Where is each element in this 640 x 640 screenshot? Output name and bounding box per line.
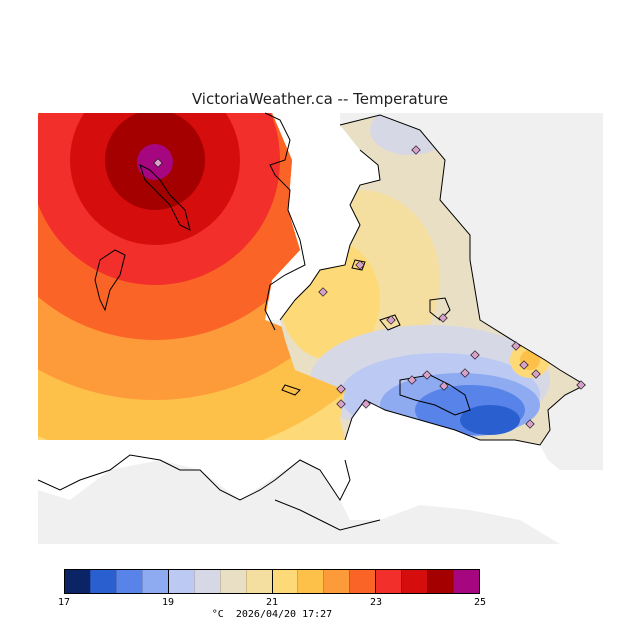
colorbar-swatch <box>219 570 246 593</box>
coastline-south <box>37 454 351 501</box>
colorbar-swatch <box>65 570 90 593</box>
colorbar-swatch <box>323 570 350 593</box>
map-title: VictoriaWeather.ca -- Temperature <box>191 90 449 108</box>
colorbar-swatch <box>375 570 402 593</box>
island-w <box>94 249 126 312</box>
colorbar-swatch <box>401 570 428 593</box>
colorbar-swatch <box>167 570 194 593</box>
colorbar-swatch <box>271 570 298 593</box>
colorbar-swatch <box>453 570 479 593</box>
caption: °C 2026/04/20 17:27 <box>0 609 544 620</box>
station-markers <box>153 145 586 429</box>
unit-label: °C <box>211 609 224 620</box>
colorbar-swatch <box>427 570 454 593</box>
colorbar-swatch <box>349 570 376 593</box>
islet-1 <box>281 384 301 396</box>
coastline-south2 <box>274 499 381 531</box>
colorbar-swatch <box>297 570 324 593</box>
islet-2 <box>429 297 451 321</box>
colorbar-swatch <box>193 570 220 593</box>
coastline-island <box>339 114 587 446</box>
colorbar-swatch <box>115 570 142 593</box>
tick-label: 19 <box>161 597 175 608</box>
colorbar-swatch <box>245 570 272 593</box>
islet-4 <box>351 259 366 271</box>
coastline-bay <box>264 112 306 331</box>
water-south <box>38 400 603 544</box>
water-east <box>470 180 603 390</box>
timestamp: 2026/04/20 17:27 <box>235 609 333 620</box>
harbour <box>399 374 471 416</box>
tick-label: 21 <box>265 597 279 608</box>
colorbar-swatch <box>89 570 116 593</box>
tick-label: 23 <box>369 597 383 608</box>
coastline-inner <box>279 149 381 321</box>
water-north <box>380 113 603 235</box>
island-nw <box>139 164 191 231</box>
tick-label: 25 <box>473 597 487 608</box>
water-strait <box>265 113 380 320</box>
temperature-colorbar <box>64 569 480 594</box>
colorbar-swatch <box>141 570 168 593</box>
tick-label: 17 <box>57 597 71 608</box>
